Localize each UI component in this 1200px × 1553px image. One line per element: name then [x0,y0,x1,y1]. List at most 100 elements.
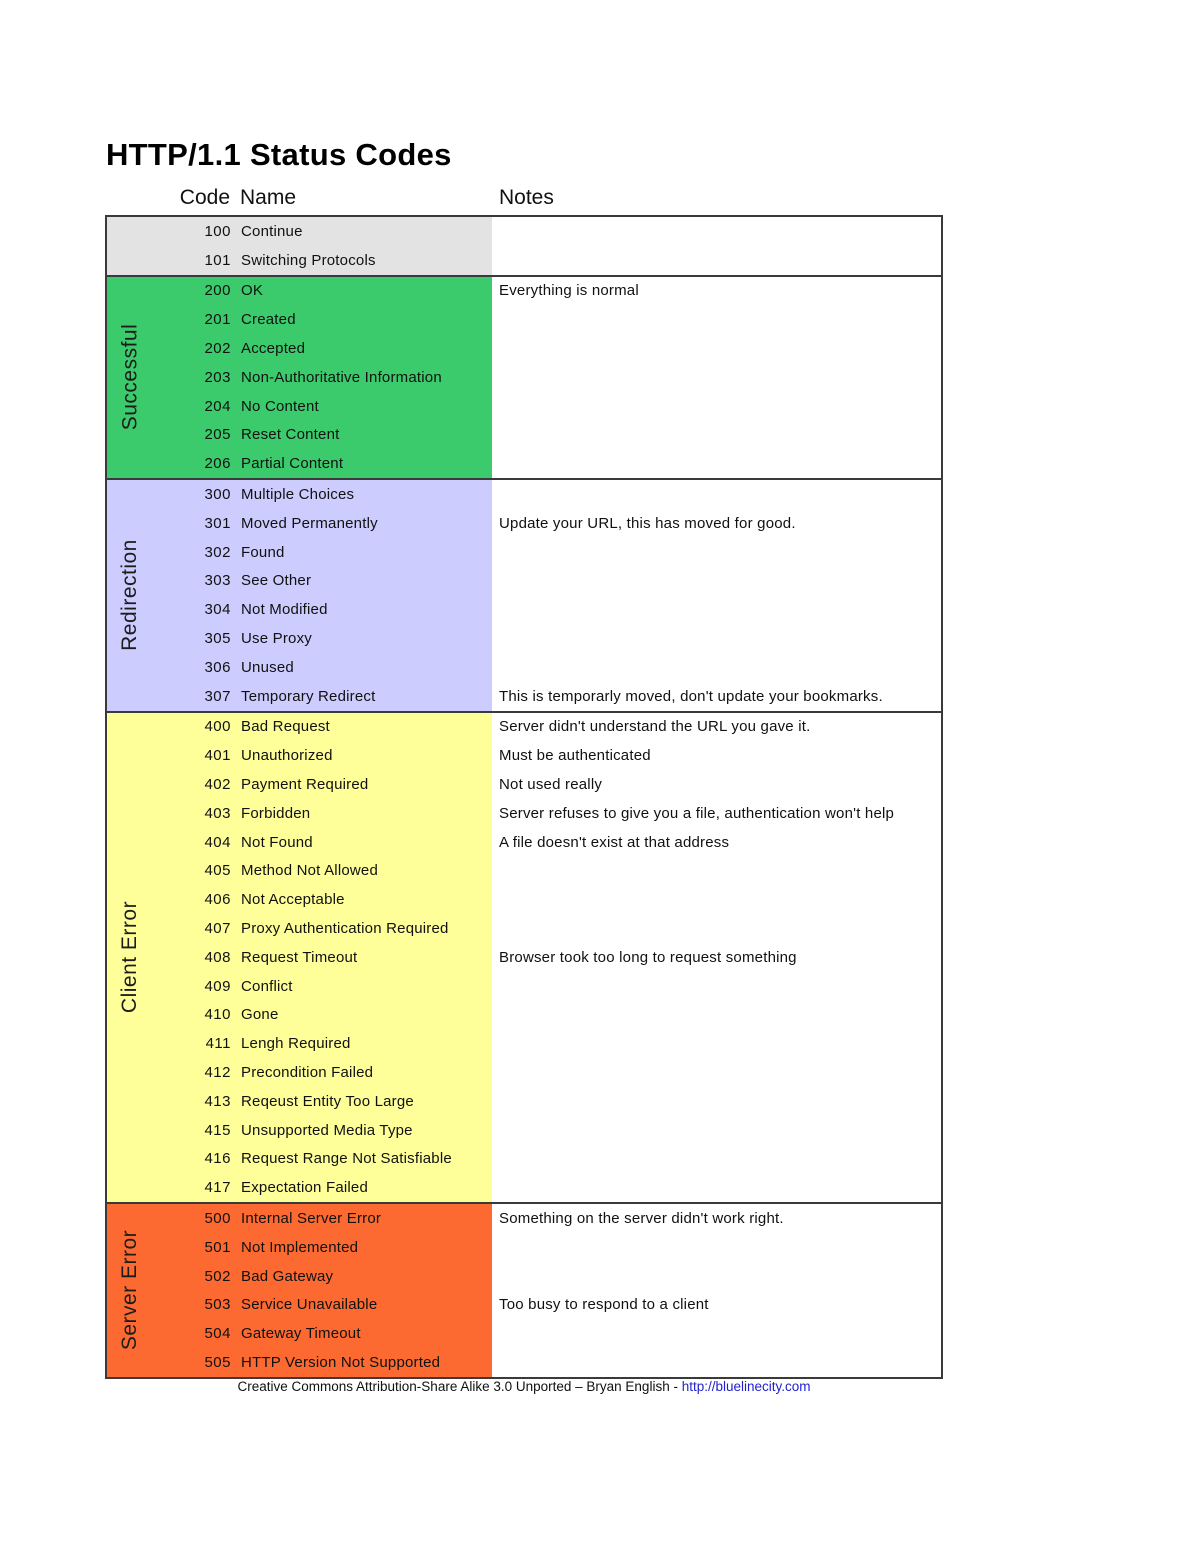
status-note: Must be authenticated [499,747,651,765]
status-row-206: 206 Partial Content [107,449,941,478]
status-name: Multiple Choices [241,486,355,504]
status-row-301: 301 Moved Permanently Update your URL, thi… [107,509,941,538]
status-row-304: 304 Not Modified [107,595,941,624]
status-code: 303 [204,572,231,590]
status-name: Expectation Failed [241,1179,369,1197]
status-name: Request Range Not Satisfiable [241,1150,452,1168]
status-name: Bad Request [241,718,330,736]
status-name: Unsupported Media Type [241,1121,413,1139]
status-code: 305 [204,630,231,648]
status-name: Not Implemented [241,1238,359,1256]
status-note: Update your URL, this has moved for good… [499,514,796,532]
status-row-503: 503 Service Unavailable Too busy to respon… [107,1290,941,1319]
status-row-409: 409 Conflict [107,972,941,1001]
status-name: Internal Server Error [241,1209,382,1227]
status-row-306: 306 Unused [107,653,941,682]
status-code: 505 [204,1353,231,1371]
status-row-201: 201 Created [107,305,941,334]
status-note: Something on the server didn't work righ… [499,1209,784,1227]
status-name: Lengh Required [241,1035,351,1053]
status-code: 409 [204,977,231,995]
status-code: 403 [204,804,231,822]
status-note: Browser took too long to request somethi… [499,948,797,966]
status-row-417: 417 Expectation Failed [107,1173,941,1202]
status-row-101: 101 Switching Protocols [107,246,941,275]
status-name: Gateway Timeout [241,1325,361,1343]
status-code: 501 [204,1238,231,1256]
status-name: Not Found [241,833,313,851]
status-code: 415 [204,1121,231,1139]
status-name: Payment Required [241,776,369,794]
status-code: 100 [204,222,231,240]
status-row-202: 202 Accepted [107,334,941,363]
status-name: Found [241,543,285,561]
status-name: Unauthorized [241,747,333,765]
status-row-400: 400 Bad Request Server didn't understand t… [107,713,941,742]
status-row-415: 415 Unsupported Media Type [107,1116,941,1145]
status-code: 300 [204,486,231,504]
status-note: Not used really [499,776,603,794]
status-row-307: 307 Temporary Redirect This is temporarly … [107,682,941,711]
status-code: 203 [204,368,231,386]
footer-license-text: Creative Commons Attribution-Share Alike… [237,1379,682,1394]
status-name: See Other [241,572,312,590]
status-code: 504 [204,1325,231,1343]
status-code: 500 [204,1209,231,1227]
status-row-501: 501 Not Implemented [107,1233,941,1262]
status-note: Server refuses to give you a file, authe… [499,804,895,822]
status-code: 413 [204,1092,231,1110]
status-row-303: 303 See Other [107,567,941,596]
status-code: 101 [204,251,231,269]
status-name: Not Modified [241,601,328,619]
status-code: 307 [204,687,231,705]
status-row-205: 205 Reset Content [107,421,941,450]
column-header-code: Code [179,186,230,209]
footer-link[interactable]: http://bluelinecity.com [681,1379,811,1394]
status-code: 407 [204,920,231,938]
status-name: Use Proxy [241,630,312,648]
section-server-error: Server Error 500 Internal Server Error Some… [107,1202,941,1377]
status-table: 100 Continue 101 Switching Protocols Success… [105,215,943,1379]
status-code: 502 [204,1267,231,1285]
status-name: Precondition Failed [241,1064,374,1081]
status-row-505: 505 HTTP Version Not Supported [107,1348,941,1377]
page-title: HTTP/1.1 Status Codes [106,137,452,172]
status-row-504: 504 Gateway Timeout [107,1319,941,1348]
status-name: Forbidden [241,804,311,822]
status-code: 411 [205,1035,231,1053]
status-code: 412 [204,1064,231,1081]
status-code: 306 [204,658,231,676]
status-name: Request Timeout [241,948,358,966]
status-row-203: 203 Non-Authoritative Information [107,363,941,392]
status-code: 406 [204,891,231,909]
status-code: 200 [204,282,231,300]
status-name: Method Not Allowed [241,862,379,880]
status-row-410: 410 Gone [107,1001,941,1030]
status-name: Bad Gateway [241,1267,334,1285]
status-code: 201 [204,311,231,329]
status-code: 304 [204,601,231,619]
status-row-204: 204 No Content [107,392,941,421]
status-code: 402 [204,776,231,794]
status-code: 405 [204,862,231,880]
status-name: Continue [241,222,303,240]
status-name: OK [241,282,264,300]
status-name: Reqeust Entity Too Large [241,1092,414,1110]
status-name: HTTP Version Not Supported [241,1353,441,1371]
status-code: 503 [204,1296,231,1314]
status-row-411: 411 Lengh Required [107,1029,941,1058]
status-row-302: 302 Found [107,538,941,567]
status-row-200: 200 OK Everything is normal [107,277,941,306]
status-row-500: 500 Internal Server Error Something on the… [107,1204,941,1233]
section-client-error: Client Error 400 Bad Request Server didn't … [107,710,941,1203]
status-code: 416 [204,1150,231,1168]
status-code: 400 [204,718,231,736]
status-row-300: 300 Multiple Choices [107,480,941,509]
status-code: 205 [204,426,231,444]
status-code: 302 [204,543,231,561]
status-code: 301 [204,514,231,532]
status-name: Non-Authoritative Information [241,368,442,386]
status-code: 202 [204,340,231,358]
column-header-name: Name [240,186,297,209]
